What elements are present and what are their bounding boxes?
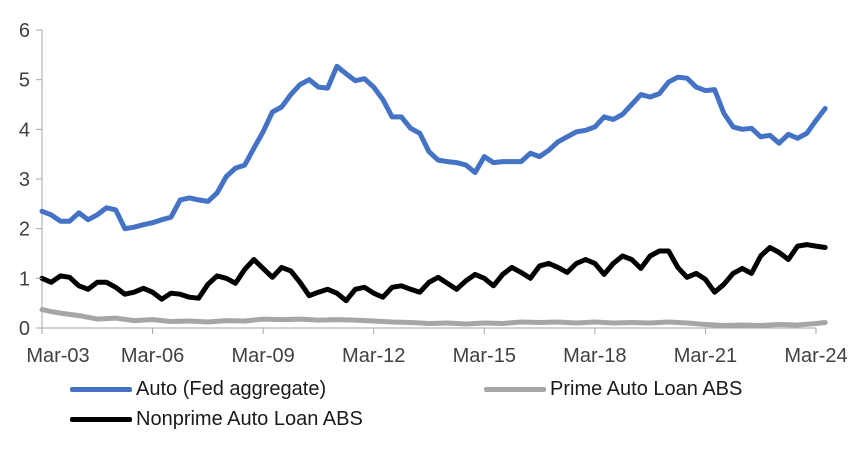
x-axis-ticks: Mar-03 Mar-06 Mar-09 Mar-12 Mar-15 Mar-18 Mar-…: [26, 328, 848, 367]
legend-swatch-auto-fed: [70, 387, 132, 392]
y-tick-label: 2: [19, 219, 30, 241]
x-tick-label: Mar-09: [231, 345, 294, 367]
series-line-auto-fed-aggregate: [39, 63, 828, 232]
x-tick-label: Mar-15: [453, 345, 516, 367]
x-tick-label: Mar-12: [342, 345, 405, 367]
legend-label-nonprime-abs: Nonprime Auto Loan ABS: [136, 408, 363, 430]
y-tick-label: 3: [19, 169, 30, 191]
y-tick-label: 6: [19, 20, 30, 42]
x-tick-label: Mar-21: [674, 345, 737, 367]
legend-item-auto-fed: Auto (Fed aggregate): [70, 378, 326, 401]
x-tick-label: Mar-03: [26, 345, 89, 367]
y-tick-label: 1: [19, 268, 30, 290]
legend-label-auto-fed: Auto (Fed aggregate): [136, 378, 327, 400]
y-axis-ticks: 0 1 2 3 4 5 6: [19, 20, 42, 340]
legend-swatch-nonprime-abs: [70, 417, 132, 422]
series-line-nonprime-auto-loan-abs: [39, 242, 828, 304]
x-tick-label: Mar-06: [121, 345, 184, 367]
x-tick-label: Mar-18: [563, 345, 626, 367]
legend-item-prime-abs: Prime Auto Loan ABS: [484, 378, 742, 401]
y-tick-label: 0: [19, 318, 30, 340]
legend-swatch-prime-abs: [484, 387, 546, 392]
chart-series-layer: [39, 63, 828, 328]
series-line-prime-auto-loan-abs: [39, 307, 828, 328]
x-tick-label: Mar-24: [784, 345, 847, 367]
y-tick-label: 4: [19, 119, 30, 141]
y-tick-label: 5: [19, 70, 30, 92]
legend-item-nonprime-abs: Nonprime Auto Loan ABS: [70, 408, 363, 431]
legend-label-prime-abs: Prime Auto Loan ABS: [550, 378, 743, 400]
